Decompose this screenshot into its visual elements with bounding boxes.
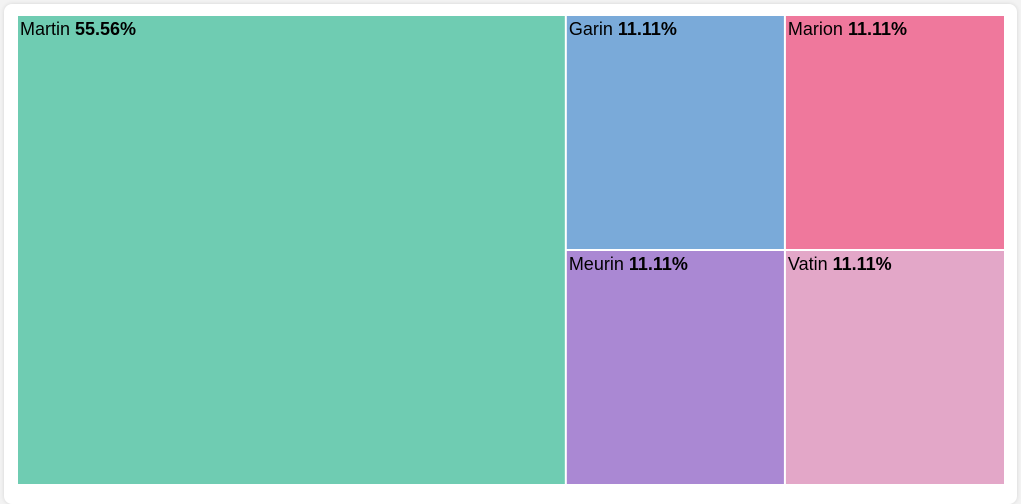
tile-value-martin: 55.56% <box>75 19 136 39</box>
tile-marion[interactable] <box>785 16 1004 249</box>
tile-label-vatin: Vatin 11.11% <box>788 254 892 274</box>
tile-label-garin: Garin 11.11% <box>569 19 677 39</box>
tile-name-martin: Martin <box>20 19 75 39</box>
tile-meurin[interactable] <box>566 251 784 484</box>
tile-label-marion: Marion 11.11% <box>788 19 907 39</box>
tile-name-meurin: Meurin <box>569 254 629 274</box>
tile-garin[interactable] <box>566 16 784 249</box>
tile-name-vatin: Vatin <box>788 254 833 274</box>
tile-label-meurin: Meurin 11.11% <box>569 254 688 274</box>
tile-value-marion: 11.11% <box>848 19 907 39</box>
tile-value-vatin: 11.11% <box>833 254 892 274</box>
treemap-tiles: Martin 55.56% Garin 11.11% Marion 11.11%Me… <box>18 16 1004 484</box>
tile-name-garin: Garin <box>569 19 618 39</box>
tile-name-marion: Marion <box>788 19 848 39</box>
tile-label-martin: Martin 55.56% <box>20 19 136 39</box>
tile-value-garin: 11.11% <box>618 19 677 39</box>
tile-vatin[interactable] <box>785 251 1004 484</box>
tile-martin[interactable] <box>18 16 565 484</box>
tile-value-meurin: 11.11% <box>629 254 688 274</box>
